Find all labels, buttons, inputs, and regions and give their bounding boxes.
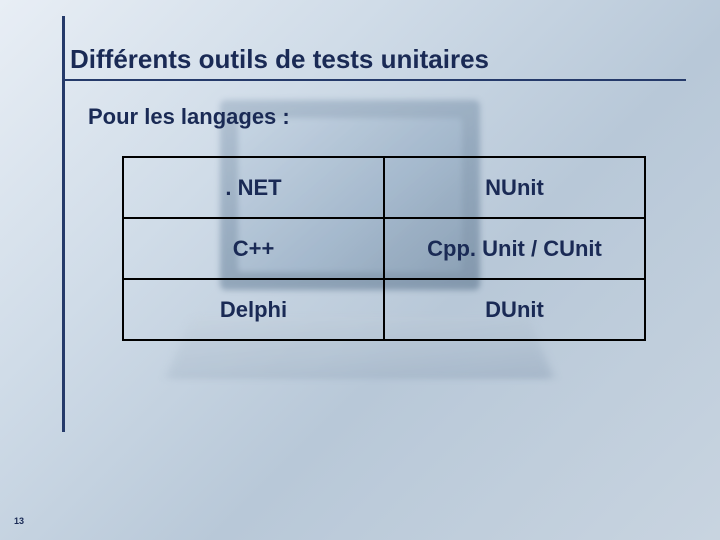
- cell-language: Delphi: [123, 279, 384, 340]
- cell-tool: DUnit: [384, 279, 645, 340]
- cell-language: C++: [123, 218, 384, 279]
- cell-tool: Cpp. Unit / CUnit: [384, 218, 645, 279]
- cell-tool: NUnit: [384, 157, 645, 218]
- slide-title: Différents outils de tests unitaires: [70, 44, 489, 75]
- table-row: Delphi DUnit: [123, 279, 645, 340]
- tools-table: . NET NUnit C++ Cpp. Unit / CUnit Delphi…: [122, 156, 646, 341]
- cell-language: . NET: [123, 157, 384, 218]
- page-number: 13: [14, 516, 24, 526]
- table-row: C++ Cpp. Unit / CUnit: [123, 218, 645, 279]
- table-row: . NET NUnit: [123, 157, 645, 218]
- slide-subtitle: Pour les langages :: [88, 104, 290, 130]
- title-underline: [62, 79, 686, 81]
